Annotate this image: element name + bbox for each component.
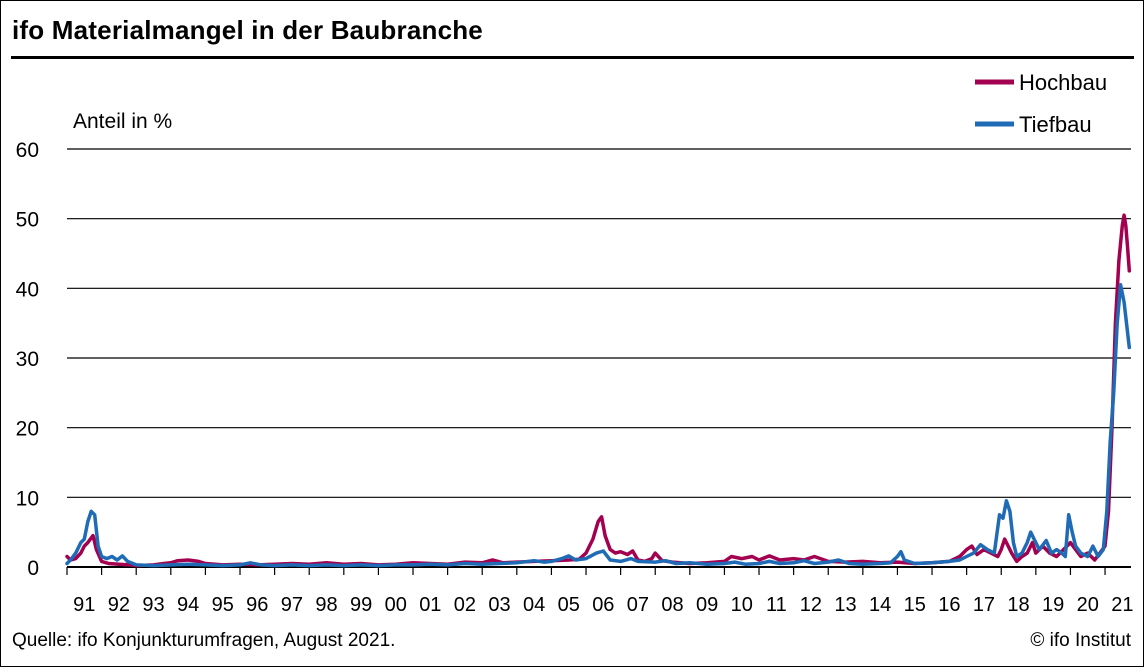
- x-tick-label: 09: [696, 594, 718, 616]
- x-tick-label: 19: [1042, 594, 1064, 616]
- x-tick-label: 00: [385, 594, 407, 616]
- chart-title: ifo Materialmangel in der Baubranche: [12, 15, 483, 45]
- legend-label-tiefbau: Tiefbau: [1019, 112, 1092, 137]
- copyright-note: © ifo Institut: [1030, 630, 1131, 651]
- x-tick-label: 97: [281, 594, 303, 616]
- y-tick-label: 30: [16, 348, 39, 371]
- x-tick-label: 07: [627, 594, 649, 616]
- x-tick-label: 10: [731, 594, 753, 616]
- x-tick-label: 08: [661, 594, 683, 616]
- x-tick-label: 14: [869, 594, 891, 616]
- legend: Hochbau Tiefbau: [975, 70, 1107, 137]
- x-tick-label: 94: [177, 594, 199, 616]
- x-tick-label: 18: [1007, 594, 1029, 616]
- y-tick-label: 60: [16, 139, 39, 162]
- x-tick-label: 02: [454, 594, 476, 616]
- x-tick-label: 91: [73, 594, 95, 616]
- x-tick-label: 20: [1077, 594, 1099, 616]
- x-tick-marks: 91 92 93 94 95 96 97 98 99 00 01 02 03 04 05 06 07 08 09 10…: [66, 567, 1133, 616]
- x-tick-label: 15: [904, 594, 926, 616]
- grid-layer: [67, 148, 1131, 568]
- title-rule: [11, 56, 1134, 59]
- x-tick-label: 99: [350, 594, 372, 616]
- x-tick-label: 95: [212, 594, 234, 616]
- x-tick-label: 01: [419, 594, 441, 616]
- y-tick-labels: 0 10 20 30 40 50 60: [16, 139, 39, 580]
- x-tick-label: 21: [1111, 594, 1133, 616]
- x-tick-label: 05: [558, 594, 580, 616]
- y-axis-label: Anteil in %: [73, 110, 172, 133]
- x-tick-label: 04: [523, 594, 545, 616]
- x-tick-label: 92: [108, 594, 130, 616]
- x-tick-label: 06: [592, 594, 614, 616]
- x-tick-label: 12: [800, 594, 822, 616]
- chart-svg: 0 10 20 30 40 50 60 91 92 93 94 95 96 97 98 99 00 01 02 03…: [16, 70, 1134, 616]
- y-tick-label: 10: [16, 487, 39, 510]
- source-note: Quelle: ifo Konjunkturumfragen, August 2…: [12, 630, 396, 651]
- x-tick-label: 16: [938, 594, 960, 616]
- x-tick-label: 03: [488, 594, 510, 616]
- series-line-hochbau: [65, 213, 1132, 568]
- y-tick-label: 0: [27, 557, 39, 580]
- legend-label-hochbau: Hochbau: [1019, 70, 1107, 95]
- series-line-tiefbau: [65, 283, 1132, 568]
- x-tick-label: 17: [973, 594, 995, 616]
- x-tick-label: 93: [142, 594, 164, 616]
- y-tick-label: 50: [16, 209, 39, 232]
- x-tick-label: 98: [315, 594, 337, 616]
- x-tick-label: 13: [834, 594, 856, 616]
- y-tick-label: 20: [16, 418, 39, 441]
- y-tick-label: 40: [16, 278, 39, 301]
- x-tick-label: 96: [246, 594, 268, 616]
- x-tick-label: 11: [766, 594, 787, 616]
- series-layer: [65, 213, 1132, 568]
